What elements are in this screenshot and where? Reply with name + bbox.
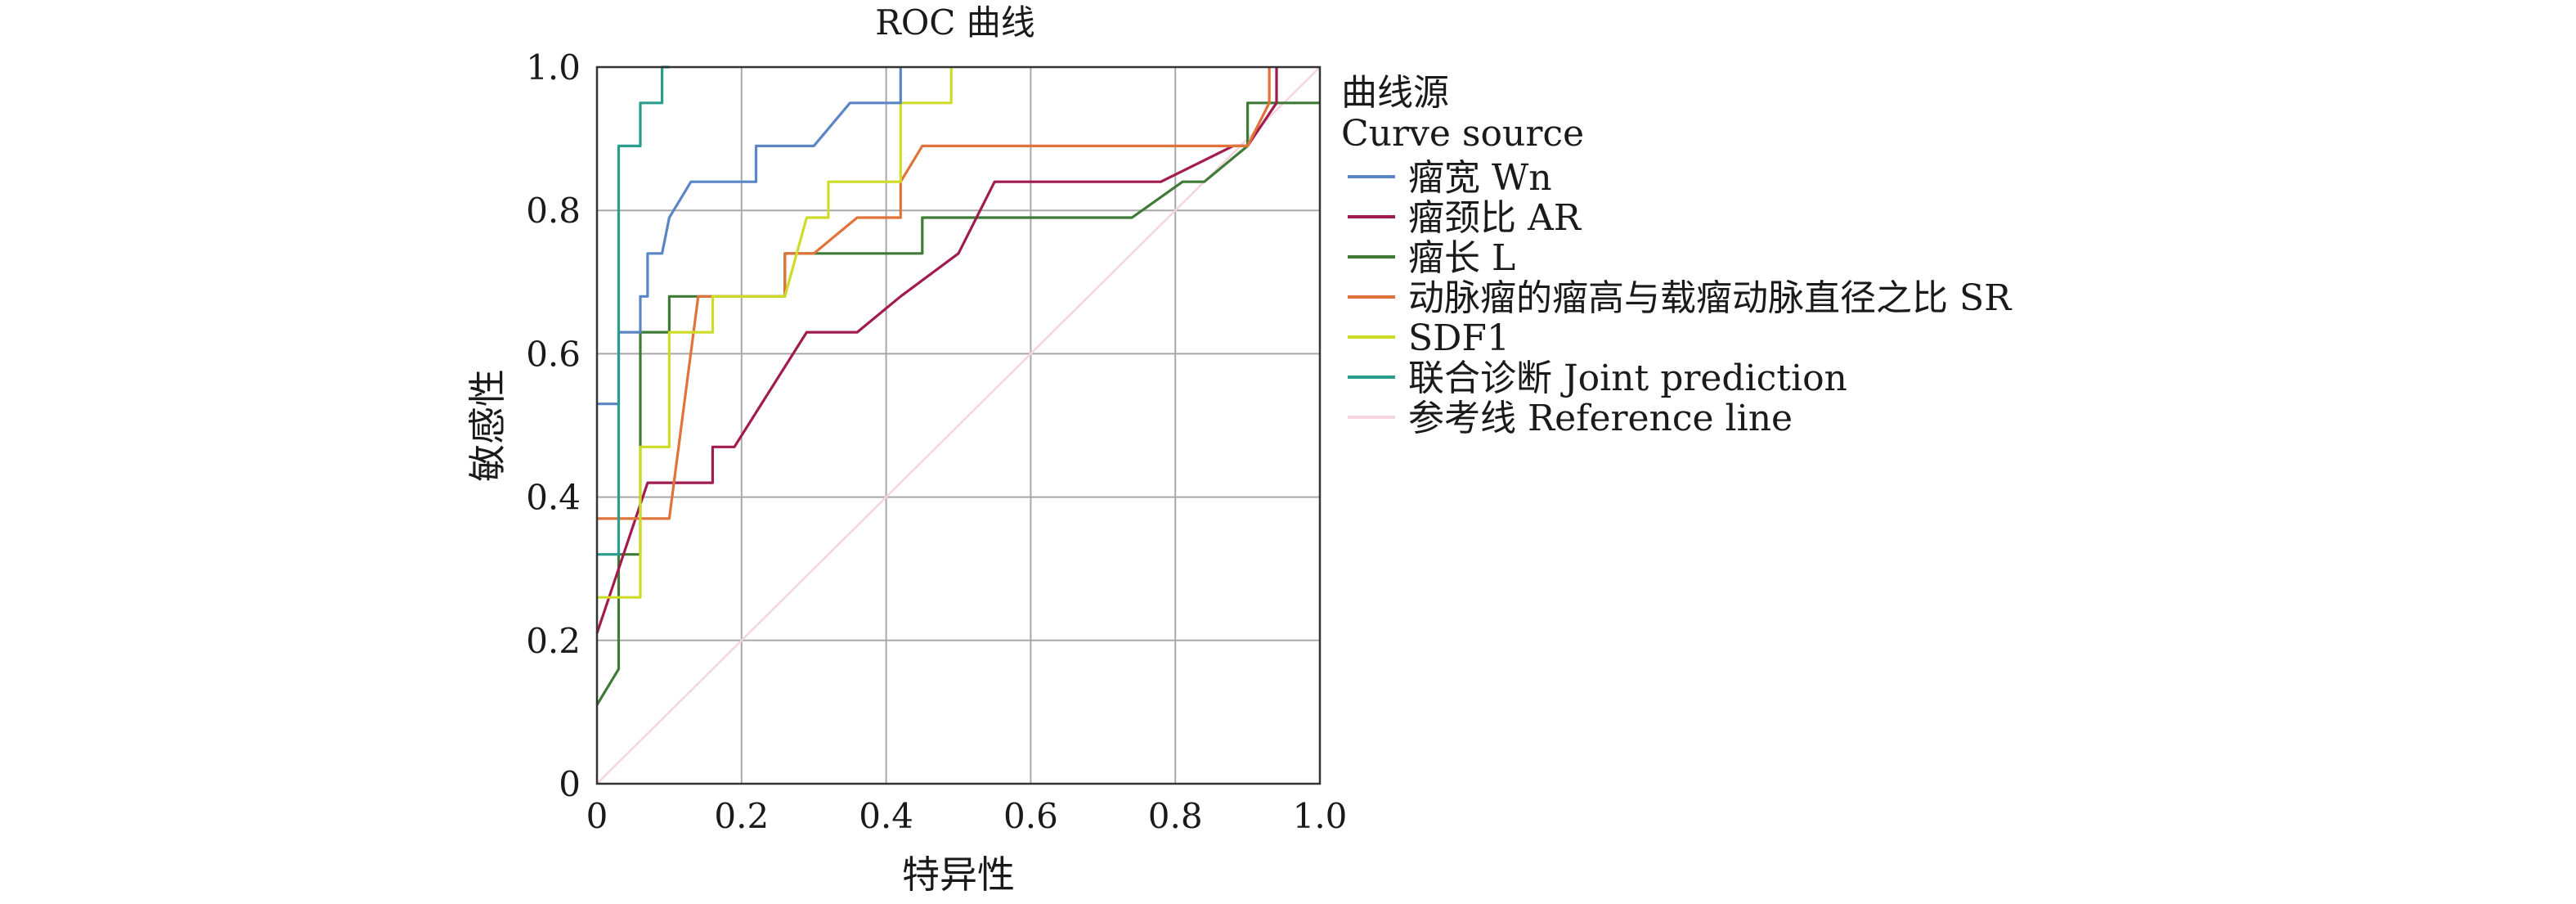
series-line	[596, 66, 1321, 785]
legend-label: 动脉瘤的瘤高与载瘤动脉直径之比 SR	[1408, 277, 2013, 319]
y-tick-label: 0	[559, 764, 581, 804]
legend-label: 瘤长 L	[1408, 237, 1515, 279]
y-axis-label: 敏感性	[465, 369, 509, 482]
x-tick-label: 0.4	[859, 796, 913, 836]
legend-label: 联合诊断 Joint prediction	[1408, 358, 1847, 399]
series-line	[597, 65, 670, 556]
series-line	[597, 67, 1271, 520]
x-tick-label: 0.8	[1148, 796, 1203, 836]
x-axis-label: 特异性	[902, 852, 1015, 897]
y-tick-labels: 0 0.2 0.4 0.6 0.8 1.0	[526, 47, 581, 804]
legend-label: 参考线 Reference line	[1408, 398, 1793, 439]
series-line	[597, 67, 902, 406]
chart-title: ROC 曲线	[875, 2, 1035, 43]
x-tick-label: 0.2	[714, 796, 769, 836]
legend-title-zh: 曲线源	[1341, 72, 1449, 114]
x-tick-labels: 0 0.2 0.4 0.6 0.8 1.0	[586, 796, 1348, 836]
series-lines	[595, 65, 1321, 785]
legend-label: SDF1	[1408, 317, 1510, 359]
x-tick-label: 0	[586, 796, 608, 836]
plot-frame	[595, 65, 1322, 785]
y-tick-label: 1.0	[526, 47, 581, 88]
y-tick-label: 0.2	[526, 621, 581, 661]
x-tick-label: 1.0	[1293, 796, 1348, 836]
x-tick-label: 0.6	[1003, 796, 1058, 836]
legend-label: 瘤宽 Wn	[1408, 157, 1552, 199]
y-tick-label: 0.8	[526, 191, 581, 231]
series-line	[597, 67, 953, 599]
legend-label: 瘤颈比 AR	[1408, 197, 1582, 239]
y-tick-label: 0.4	[526, 478, 581, 518]
y-tick-label: 0.6	[526, 334, 581, 374]
legend-title-en: Curve source	[1341, 113, 1584, 155]
